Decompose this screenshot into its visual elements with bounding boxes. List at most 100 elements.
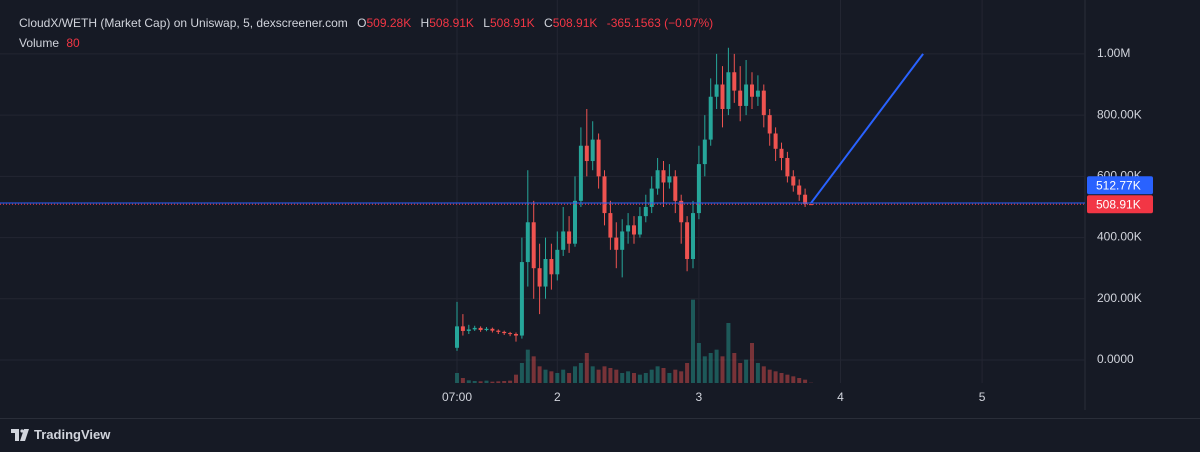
volume-bar — [479, 381, 483, 383]
candle-body — [685, 222, 689, 259]
volume-bar — [721, 356, 725, 383]
volume-legend: Volume 80 — [19, 36, 80, 50]
candle-body — [473, 328, 477, 330]
ohlc-key: L — [483, 16, 490, 30]
volume-bar — [626, 371, 630, 383]
candle-body — [544, 259, 548, 287]
candle-body — [597, 140, 601, 177]
candle-body — [697, 164, 701, 213]
volume-bar — [473, 381, 477, 383]
volume-bar — [762, 366, 766, 383]
volume-bar — [673, 370, 677, 383]
volume-bar — [620, 373, 624, 383]
volume-bar — [744, 360, 748, 383]
volume-bar — [461, 378, 465, 383]
candle-body — [732, 72, 736, 90]
y-tick-label: 1.00M — [1097, 46, 1130, 60]
candle-body — [555, 250, 559, 274]
volume-bar — [567, 373, 571, 383]
ohlc-value: 508.91K — [490, 16, 535, 30]
candle-body — [644, 207, 648, 216]
volume-bar — [532, 356, 536, 383]
candle-body — [532, 222, 536, 268]
candle-body — [632, 225, 636, 234]
volume-bar — [780, 373, 784, 383]
volume-bar — [549, 371, 553, 383]
volume-bar — [662, 368, 666, 383]
volume-bar — [603, 366, 607, 383]
volume-value: 80 — [66, 36, 79, 50]
candle-body — [691, 213, 695, 259]
footer: TradingView — [0, 418, 1200, 452]
volume-bar — [679, 371, 683, 383]
candle-body — [620, 231, 624, 249]
volume-bar — [697, 343, 701, 383]
volume-bar — [579, 363, 583, 383]
candle-body — [490, 329, 494, 331]
volume-bar — [544, 370, 548, 383]
candle-body — [567, 231, 571, 243]
x-tick-label: 5 — [979, 390, 986, 404]
candle-body — [455, 326, 459, 347]
volume-bar — [485, 381, 489, 383]
candle-body — [626, 225, 630, 231]
candle-body — [591, 140, 595, 161]
candle-body — [768, 115, 772, 133]
candle-body — [461, 326, 465, 331]
candle-body — [579, 146, 583, 201]
candle-body — [780, 149, 784, 158]
candle-body — [750, 84, 754, 96]
candle-body — [520, 262, 524, 335]
volume-bar — [614, 370, 618, 383]
legend-line: CloudX/WETH (Market Cap) on Uniswap, 5, … — [19, 16, 713, 30]
candle-body — [791, 176, 795, 185]
candle-body — [538, 268, 542, 286]
candle-body — [673, 176, 677, 200]
x-tick-label: 07:00 — [442, 390, 472, 404]
brand-logo — [11, 429, 31, 443]
volume-bar — [597, 370, 601, 383]
candle-body — [526, 222, 530, 262]
ohlc-key: C — [544, 16, 553, 30]
brand-name[interactable]: TradingView — [34, 427, 110, 442]
volume-bar — [732, 353, 736, 383]
volume-bar — [691, 300, 695, 383]
candle-body — [496, 331, 500, 332]
volume-bar — [467, 380, 471, 383]
candle-body — [549, 259, 553, 274]
y-tick-label: 200.00K — [1097, 291, 1142, 305]
candle-body — [656, 170, 660, 188]
volume-bar — [738, 363, 742, 383]
candle-body — [585, 146, 589, 161]
volume-bar — [656, 366, 660, 383]
y-tick-label: 800.00K — [1097, 107, 1142, 121]
volume-bar — [538, 366, 542, 383]
volume-bar — [508, 381, 512, 383]
volume-bar — [455, 373, 459, 383]
volume-bar — [585, 353, 589, 383]
volume-bar — [644, 373, 648, 383]
volume-bar — [526, 350, 530, 383]
candle-body — [709, 97, 713, 140]
y-tick-label: 400.00K — [1097, 230, 1142, 244]
volume-bar — [803, 380, 807, 383]
candle-body — [662, 170, 666, 182]
candle-body — [744, 84, 748, 105]
x-tick-label: 3 — [696, 390, 703, 404]
volume-bar — [785, 375, 789, 383]
volume-bar — [573, 366, 577, 383]
candle-body — [756, 91, 760, 97]
candle-body — [502, 332, 506, 333]
volume-bar — [756, 363, 760, 383]
volume-bar — [768, 370, 772, 383]
volume-bar — [685, 363, 689, 383]
candle-body — [721, 84, 725, 108]
candle-body — [561, 231, 565, 249]
volume-bar — [703, 356, 707, 383]
volume-bar — [774, 371, 778, 383]
candle-body — [608, 213, 612, 237]
candle-body — [726, 72, 730, 109]
volume-bar — [638, 375, 642, 383]
x-tick-label: 2 — [554, 390, 561, 404]
